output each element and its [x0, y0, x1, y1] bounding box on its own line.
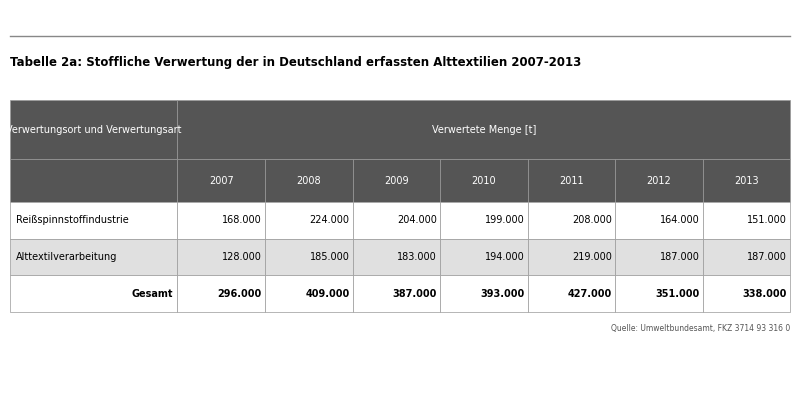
Text: 219.000: 219.000 — [572, 252, 612, 262]
Text: 199.000: 199.000 — [485, 215, 525, 225]
Text: Reißspinnstoffindustrie: Reißspinnstoffindustrie — [16, 215, 129, 225]
Text: 183.000: 183.000 — [398, 252, 437, 262]
Text: 2012: 2012 — [646, 176, 671, 186]
Text: Quelle: Umweltbundesamt, FKZ 3714 93 316 0: Quelle: Umweltbundesamt, FKZ 3714 93 316… — [611, 324, 790, 333]
Text: Tabelle 2a: Stoffliche Verwertung der in Deutschland erfassten Alttextilien 2007: Tabelle 2a: Stoffliche Verwertung der in… — [10, 56, 581, 69]
Text: 2011: 2011 — [559, 176, 584, 186]
Text: 187.000: 187.000 — [660, 252, 700, 262]
Text: 208.000: 208.000 — [572, 215, 612, 225]
Text: Gesamt: Gesamt — [131, 289, 173, 299]
Text: 2008: 2008 — [297, 176, 321, 186]
Text: 427.000: 427.000 — [568, 289, 612, 299]
Text: 338.000: 338.000 — [743, 289, 787, 299]
Text: 409.000: 409.000 — [305, 289, 350, 299]
Text: 164.000: 164.000 — [660, 215, 700, 225]
Text: Alttextilverarbeitung: Alttextilverarbeitung — [16, 252, 118, 262]
Text: 2009: 2009 — [384, 176, 409, 186]
Text: 151.000: 151.000 — [747, 215, 787, 225]
Text: 351.000: 351.000 — [655, 289, 700, 299]
Text: 187.000: 187.000 — [747, 252, 787, 262]
Text: 393.000: 393.000 — [480, 289, 525, 299]
Text: 194.000: 194.000 — [485, 252, 525, 262]
Text: 2010: 2010 — [472, 176, 496, 186]
Text: 168.000: 168.000 — [222, 215, 262, 225]
Text: 204.000: 204.000 — [397, 215, 437, 225]
Text: 224.000: 224.000 — [310, 215, 350, 225]
Text: Verwertete Menge [t]: Verwertete Menge [t] — [432, 125, 536, 135]
Text: 296.000: 296.000 — [218, 289, 262, 299]
Text: 2013: 2013 — [734, 176, 759, 186]
Text: Verwertungsort und Verwertungsart: Verwertungsort und Verwertungsart — [6, 125, 182, 135]
Text: 387.000: 387.000 — [393, 289, 437, 299]
Text: 2007: 2007 — [209, 176, 234, 186]
Text: 185.000: 185.000 — [310, 252, 350, 262]
Text: 128.000: 128.000 — [222, 252, 262, 262]
